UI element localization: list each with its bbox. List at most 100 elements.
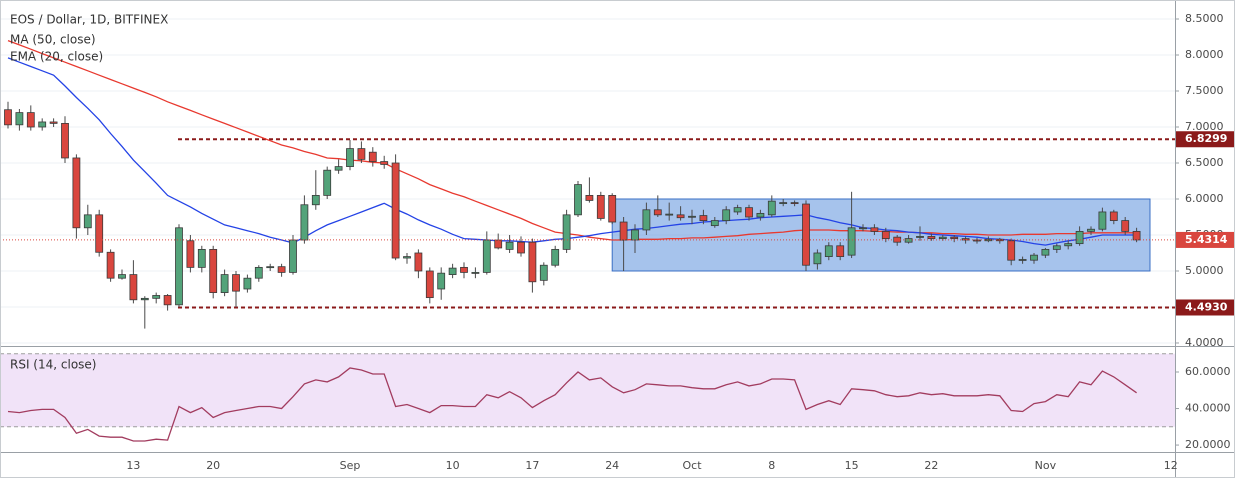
candle-body xyxy=(163,295,172,306)
candle-body xyxy=(175,227,183,306)
candle-body xyxy=(824,245,833,257)
x-tick-label: 24 xyxy=(605,459,619,472)
candle-body xyxy=(83,214,92,229)
candle-body xyxy=(220,274,229,293)
candle-body xyxy=(699,215,708,221)
candle-body xyxy=(961,238,970,241)
candle-body xyxy=(950,236,959,239)
candle-body xyxy=(106,251,115,279)
last-price-label: 5.4314 xyxy=(1185,233,1228,246)
candle-body xyxy=(505,241,514,250)
candle-body xyxy=(596,194,605,219)
candle-body xyxy=(380,161,389,165)
legend-entry: EMA (20, close) xyxy=(10,50,103,64)
candle-body xyxy=(311,194,320,206)
candle-body xyxy=(49,121,58,124)
candle-body xyxy=(745,207,753,218)
candle-body xyxy=(140,297,149,301)
candle-body xyxy=(642,209,651,231)
candle-body xyxy=(300,204,309,241)
legend-entry: MA (50, close) xyxy=(10,33,96,47)
candle-body xyxy=(38,121,47,128)
last-price-box xyxy=(1176,231,1234,248)
candle-body xyxy=(368,151,377,162)
candle-body xyxy=(733,207,742,213)
candle-body xyxy=(243,277,252,290)
candle-body xyxy=(756,212,765,218)
candle-body xyxy=(403,256,411,259)
candle-body xyxy=(722,209,731,221)
candle-body xyxy=(152,295,161,299)
candle-body xyxy=(391,162,400,259)
candle-body xyxy=(836,245,845,257)
candle-body xyxy=(1018,259,1027,261)
chart-title: EOS / Dollar, 1D, BITFINEX xyxy=(10,13,168,27)
candle-body xyxy=(118,274,126,279)
candle-body xyxy=(619,221,628,241)
marks-layer xyxy=(0,39,1175,442)
candle-body xyxy=(767,200,776,216)
candle-body xyxy=(585,194,594,201)
candle-body xyxy=(881,230,890,239)
candle-body xyxy=(665,213,674,216)
y-tick-label: 60.0000 xyxy=(1185,365,1231,378)
candle-body xyxy=(334,166,343,171)
candle-body xyxy=(528,241,537,283)
candle-body xyxy=(1087,228,1095,232)
x-tick-label: 12 xyxy=(1164,459,1178,472)
candle-body xyxy=(95,214,104,253)
back-layer xyxy=(0,18,1175,428)
candle-body xyxy=(414,252,423,272)
x-tick-label: 8 xyxy=(768,459,775,472)
rsi-line xyxy=(7,367,1137,442)
candle-body xyxy=(460,266,468,273)
candle-body xyxy=(653,209,662,216)
candle-body xyxy=(1121,220,1130,232)
candle-body xyxy=(437,272,446,290)
candle-body xyxy=(471,272,480,274)
indicator-line xyxy=(7,57,1137,246)
candle-body xyxy=(277,266,286,273)
y-tick-label: 7.0000 xyxy=(1185,120,1224,133)
x-tick-label: 10 xyxy=(446,459,460,472)
candle-body xyxy=(927,236,936,239)
candle-body xyxy=(72,157,81,229)
candle-body xyxy=(254,266,263,279)
candle-body xyxy=(232,274,240,292)
candle-body xyxy=(1075,230,1084,245)
x-tick-label: Sep xyxy=(340,459,361,472)
candle-body xyxy=(357,148,366,160)
y-tick-label: 8.0000 xyxy=(1185,48,1224,61)
candle-body xyxy=(197,248,206,268)
candle-body xyxy=(938,236,947,239)
candle-body xyxy=(15,112,24,126)
candle-body xyxy=(1030,254,1038,261)
consolidation-zone xyxy=(611,198,1151,272)
candle-body xyxy=(425,270,434,299)
candle-body xyxy=(448,267,457,275)
x-tick-label: 13 xyxy=(126,459,140,472)
candle-body xyxy=(802,203,810,266)
y-tick-label: 8.5000 xyxy=(1185,12,1224,25)
x-tick-label: Oct xyxy=(682,459,702,472)
candle-body xyxy=(1007,240,1016,261)
candle-body xyxy=(710,220,719,227)
candle-body xyxy=(266,266,275,269)
candle-body xyxy=(779,202,788,204)
x-tick-label: 20 xyxy=(206,459,220,472)
candle-body xyxy=(1109,211,1118,221)
candle-body xyxy=(608,194,617,223)
y-tick-label: 6.5000 xyxy=(1185,156,1224,169)
candle-body xyxy=(61,122,69,159)
x-tick-label: 17 xyxy=(525,459,539,472)
candle-body xyxy=(916,236,924,238)
candle-body xyxy=(209,248,218,293)
candle-body xyxy=(482,239,491,273)
candle-body xyxy=(539,264,548,281)
candle-body xyxy=(1064,243,1073,247)
level-label: 6.8299 xyxy=(1185,132,1227,145)
candle-body xyxy=(631,229,639,241)
candle-body xyxy=(859,227,867,230)
